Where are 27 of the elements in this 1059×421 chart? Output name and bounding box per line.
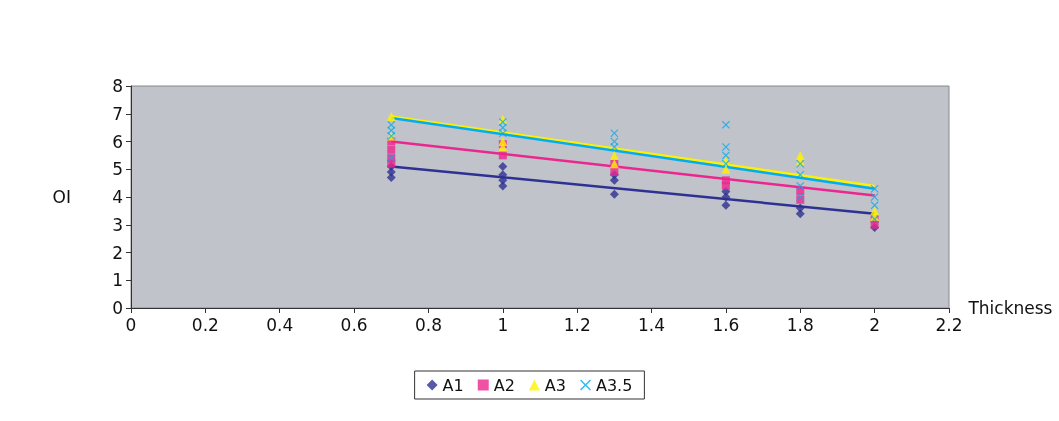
x-tick-label: 0: [125, 314, 137, 335]
x-tick-label: 0.4: [266, 314, 294, 335]
legend-label: A3: [544, 375, 566, 395]
x-tick-label: 0.8: [414, 314, 442, 335]
y-tick-label: 8: [112, 76, 123, 96]
y-axis-title: OI: [52, 187, 71, 207]
y-tick-label: 5: [112, 159, 123, 180]
x-tick-label: 0.2: [191, 314, 219, 335]
x-tick-label: 1.8: [786, 314, 814, 335]
x-tick-label: 0.6: [340, 314, 368, 335]
x-tick-label: 1.2: [563, 314, 591, 335]
x-axis-title: Thickness: [967, 298, 1053, 318]
y-tick-label: 1: [112, 270, 123, 291]
y-tick-label: 0: [112, 298, 123, 318]
y-tick-label: 2: [112, 242, 123, 263]
y-tick-label: 7: [112, 103, 123, 124]
legend-label: A3.5: [595, 375, 633, 395]
legend-label: A2: [493, 375, 515, 395]
y-tick-label: 6: [112, 131, 123, 152]
y-tick-label: 4: [112, 187, 123, 207]
legend-label: A1: [442, 375, 464, 395]
x-tick-label: 2: [869, 314, 881, 335]
x-tick-label: 2.2: [935, 314, 963, 335]
x-tick-label: 1.4: [638, 314, 666, 335]
y-tick-label: 3: [112, 214, 123, 235]
x-tick-label: 1: [497, 314, 509, 335]
x-tick-label: 1.6: [712, 314, 740, 335]
